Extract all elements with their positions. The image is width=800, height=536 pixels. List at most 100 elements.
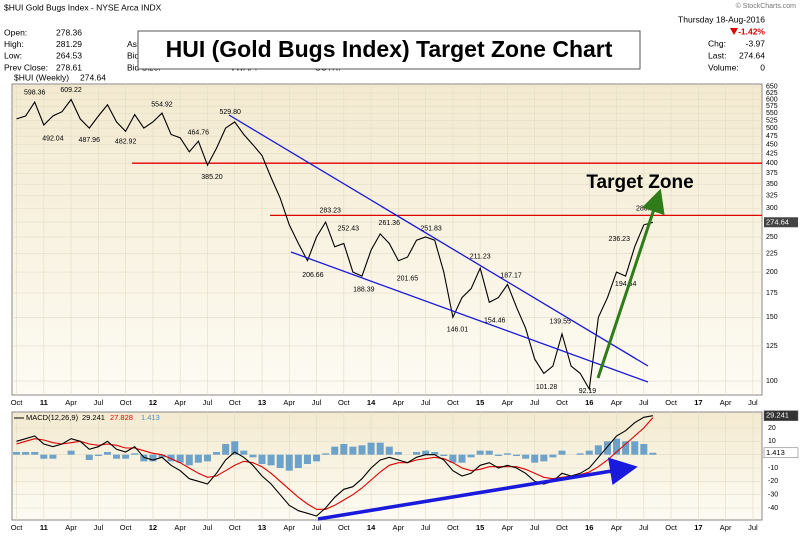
stat-value: 274.64: [739, 50, 765, 60]
x-tick-label: Oct: [338, 398, 351, 407]
price-annotation: 236.23: [609, 236, 631, 243]
x-tick-label: Oct: [120, 398, 133, 407]
y-tick-label: 600: [766, 96, 778, 103]
histogram-bar: [231, 441, 239, 455]
x-tick-label: Apr: [611, 398, 623, 407]
value-tag: [763, 447, 799, 459]
stat-value: 281.29: [56, 39, 82, 49]
y-tick-label: 500: [766, 125, 778, 132]
histogram-bar: [249, 454, 257, 458]
x-tick-label: 15: [476, 398, 484, 407]
price-annotation: 252.43: [338, 225, 360, 232]
histogram-bar: [49, 454, 57, 459]
price-annotation: 188.39: [353, 286, 375, 293]
histogram-bar: [258, 454, 266, 464]
histogram-bar: [285, 454, 293, 471]
y-tick-label: 175: [766, 290, 778, 297]
x-tick-label: 13: [258, 523, 266, 532]
x-tick-label: Jul: [94, 398, 104, 407]
histogram-bar: [413, 452, 421, 455]
stat-value: 278.61: [56, 62, 82, 72]
price-annotation: 211.23: [470, 253, 491, 260]
x-tick-label: Apr: [720, 523, 732, 532]
x-tick-label: Apr: [720, 398, 732, 407]
histogram-bar: [449, 454, 457, 463]
histogram-bar: [549, 454, 557, 458]
histogram-bar: [303, 454, 311, 464]
x-tick-label: Oct: [11, 398, 24, 407]
x-tick-label: Apr: [502, 398, 514, 407]
grid: [12, 84, 762, 520]
histogram-bar: [85, 454, 93, 460]
histogram-bar: [213, 452, 221, 455]
histogram-bar: [194, 454, 202, 463]
stat-label: Low:: [4, 51, 22, 61]
y-tick-label: -30: [768, 492, 778, 499]
histogram-bar: [467, 454, 475, 458]
histogram-bar: [376, 442, 384, 455]
x-tick-label: 12: [149, 398, 157, 407]
x-tick-label: Apr: [65, 523, 77, 532]
price-annotation: 101.28: [536, 384, 558, 391]
x-tick-label: Apr: [393, 523, 405, 532]
histogram-bar: [640, 444, 648, 455]
x-tick-label: Oct: [229, 523, 242, 532]
price-annotation: 464.76: [188, 129, 210, 136]
stat-value: 0: [760, 62, 765, 72]
price-annotation: 194.64: [615, 281, 637, 288]
credit: © StockCharts.com: [736, 2, 797, 10]
histogram-bar: [613, 438, 621, 455]
histogram-bar: [503, 453, 511, 455]
histogram-bar: [94, 454, 102, 456]
histogram-bar: [240, 450, 248, 455]
histogram-bar: [540, 454, 548, 462]
y-tick-label: 450: [766, 142, 778, 149]
histogram-bar: [440, 454, 448, 456]
histogram-bar: [22, 452, 30, 455]
x-tick-label: Oct: [556, 398, 569, 407]
x-tick-label: 16: [585, 398, 593, 407]
price-annotation: 385.20: [201, 174, 223, 181]
y-tick-label: 325: [766, 193, 778, 200]
last-price: 274.64: [766, 217, 789, 226]
price-line: [16, 98, 654, 391]
y-tick-label: 100: [766, 378, 778, 385]
macd-arrow: [317, 457, 638, 521]
x-tick-label: Jul: [530, 398, 540, 407]
y-tick-label: -40: [768, 505, 778, 512]
histogram-bar: [340, 444, 348, 455]
y-tick-label: -10: [768, 465, 778, 472]
histogram-bar: [113, 454, 121, 459]
y-tick-label: 625: [766, 90, 778, 97]
stat-value: 278.36: [56, 27, 82, 37]
x-tick-label: 15: [476, 523, 484, 532]
x-tick-label: Jul: [639, 398, 649, 407]
down-arrow: [730, 28, 738, 35]
y-tick-label: 400: [766, 160, 778, 167]
histogram-bar: [67, 450, 75, 455]
price-annotation: 598.36: [24, 90, 46, 97]
marks: 598.36 609.22 492.04 487.96 482.92 554.92 464.…: [13, 87, 762, 517]
y-tick-label: 125: [766, 343, 778, 350]
histogram-bar: [603, 441, 611, 455]
x-tick-label: Jul: [421, 523, 431, 532]
x-tick-label: Apr: [65, 398, 77, 407]
histogram-bar: [594, 445, 602, 455]
histogram-bar: [531, 454, 539, 463]
x-tick-label: Apr: [174, 398, 186, 407]
histogram-bar: [513, 454, 521, 456]
histogram-bar: [394, 452, 402, 455]
x-tick-label: Oct: [11, 523, 24, 532]
histogram-bar: [494, 454, 502, 456]
histogram-bar: [367, 442, 375, 455]
stat-label: Bid: [127, 51, 140, 61]
last-price-tag: [764, 217, 798, 228]
x-tick-label: Apr: [283, 398, 295, 407]
date: Thursday 18-Aug-2016: [678, 14, 765, 24]
price-annotation: 139.55: [549, 319, 571, 326]
channel-upper: [228, 114, 649, 367]
change-pct: -1.42%: [738, 26, 765, 36]
histogram-bar: [431, 452, 439, 455]
legend: $HUI (Weekly): [14, 72, 69, 82]
y-tick-label: 150: [766, 314, 778, 321]
